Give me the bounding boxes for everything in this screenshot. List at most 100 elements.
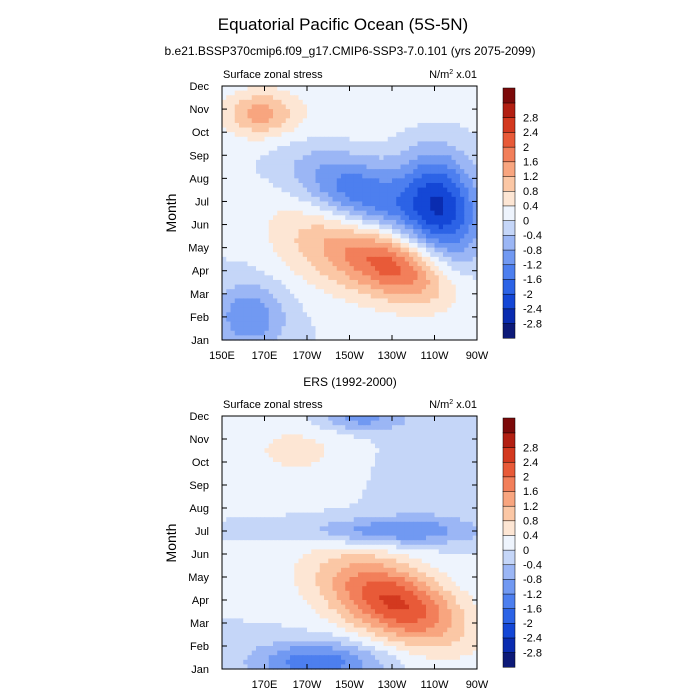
heatmap-cell [451,247,457,253]
heatmap-cell [268,95,274,101]
heatmap-cell [472,508,478,514]
heatmap-cell [370,136,376,143]
heatmap-cell [375,150,380,156]
heatmap-cell [447,146,453,152]
heatmap-cell [460,462,465,468]
heatmap-cell [294,192,300,198]
heatmap-cell [455,480,461,486]
heatmap-cell [273,289,278,295]
heatmap-cell [396,122,402,129]
heatmap-cell [460,448,465,454]
heatmap-cell [413,425,419,431]
heatmap-cell [315,452,321,458]
colorbar-label: 1.2 [523,171,538,183]
heatmap-cell [260,215,266,221]
heatmap-cell [307,141,312,147]
heatmap-cell [341,521,346,527]
heatmap-cell [341,155,346,161]
heatmap-cell [307,293,312,300]
heatmap-cell [375,122,380,129]
heatmap-cell [362,164,368,170]
heatmap-cell [426,104,431,110]
heatmap-cell [302,494,308,500]
heatmap-cell [281,521,287,527]
heatmap-cell [404,196,410,203]
heatmap-cell [324,443,329,449]
heatmap-cell [319,229,325,235]
heatmap-cell [294,275,300,281]
heatmap-cell [328,535,334,541]
heatmap-cell [413,293,419,300]
heatmap-cell [438,498,444,504]
heatmap-cell [472,109,478,115]
heatmap-cell [413,335,419,341]
heatmap-cell [421,266,427,272]
figure-subtitle: b.e21.BSSP370cmip6.f09_g17.CMIP6-SSP3-7.… [165,44,536,58]
heatmap-cell [243,462,249,468]
heatmap-cell [443,293,448,300]
heatmap-cell [268,462,274,468]
heatmap-cell [264,169,270,175]
heatmap-cell [468,224,474,230]
heatmap-cell [268,466,274,472]
heatmap-cell [260,270,266,276]
heatmap-cell [230,150,236,156]
heatmap-cell [226,113,232,119]
heatmap-cell [430,192,436,198]
heatmap-cell [468,132,474,138]
heatmap-cell [438,434,444,440]
heatmap-cell [251,164,257,170]
heatmap-cell [413,182,419,189]
heatmap-cell [307,233,312,239]
heatmap-cell [251,439,257,445]
heatmap-cell [281,136,287,143]
heatmap-cell [336,498,342,504]
heatmap-cell [341,275,346,281]
heatmap-cell [230,159,236,166]
heatmap-cell [375,517,380,523]
heatmap-cell [443,206,448,212]
heatmap-cell [366,206,372,212]
heatmap-cell [230,466,236,472]
heatmap-cell [290,86,295,92]
heatmap-cell [243,279,249,286]
heatmap-cell [298,206,304,212]
heatmap-cell [298,187,304,193]
heatmap-cell [341,289,346,295]
heatmap-cell [315,330,321,336]
heatmap-cell [366,109,372,115]
heatmap-cell [315,229,321,235]
heatmap-cell [230,127,236,133]
heatmap-cell [307,150,312,156]
y-tick-label: Sep [189,150,209,162]
heatmap-cell [392,316,397,323]
heatmap-cell [319,298,325,304]
heatmap-cell [302,118,308,124]
heatmap-cell [472,489,478,495]
heatmap-cell [472,86,478,92]
heatmap-cell [404,104,410,110]
heatmap-cell [273,471,278,477]
heatmap-cell [417,201,423,207]
heatmap-cell [328,434,334,440]
heatmap-cell [268,452,274,458]
heatmap-cell [264,508,270,514]
heatmap-cell [341,210,346,216]
heatmap-cell [455,155,461,161]
heatmap-cell [260,298,266,304]
heatmap-cell [392,141,397,147]
heatmap-cell [451,289,457,295]
heatmap-cell [353,219,359,226]
heatmap-cell [324,146,329,152]
heatmap-cell [366,471,372,477]
heatmap-cell [302,178,308,184]
heatmap-cell [243,448,249,454]
heatmap-cell [315,182,321,189]
heatmap-cell [315,150,321,156]
heatmap-cell [375,178,380,184]
heatmap-cell [443,159,448,166]
heatmap-cell [413,531,419,537]
heatmap-cell [438,503,444,509]
heatmap-cell [358,229,363,235]
heatmap-cell [358,90,363,96]
